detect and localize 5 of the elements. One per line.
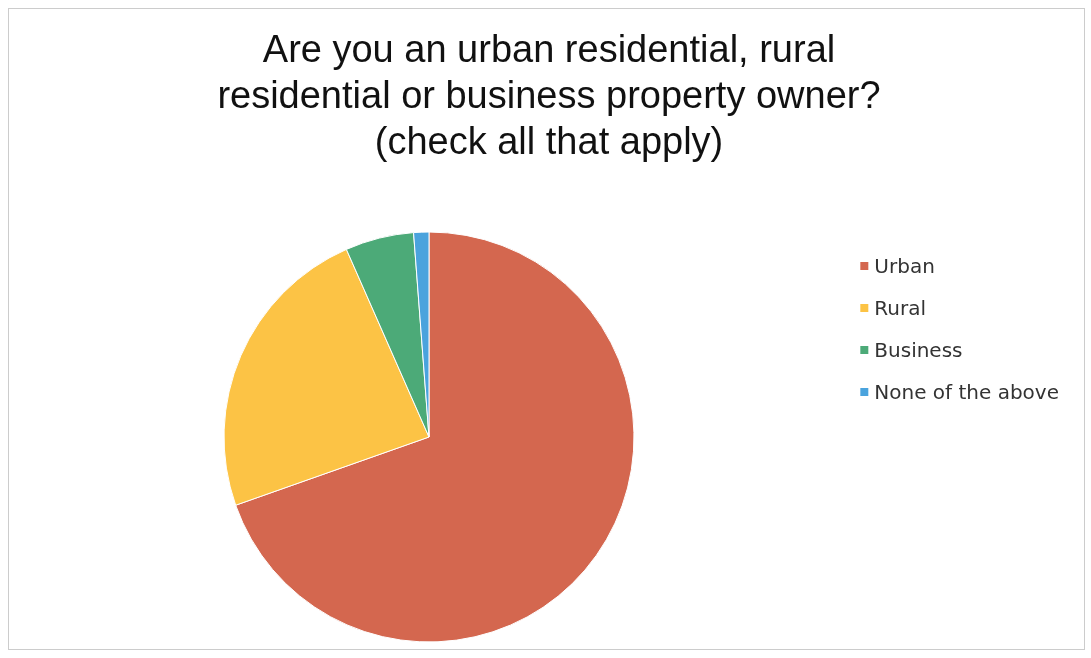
legend-label: None of the above: [874, 380, 1060, 404]
legend-label: Rural: [874, 296, 927, 320]
chart-title: Are you an urban residential, rural residential or business property owner? (check all that apply): [217, 28, 881, 162]
legend-label: Business: [874, 338, 963, 362]
legend-label: Urban: [874, 254, 935, 278]
